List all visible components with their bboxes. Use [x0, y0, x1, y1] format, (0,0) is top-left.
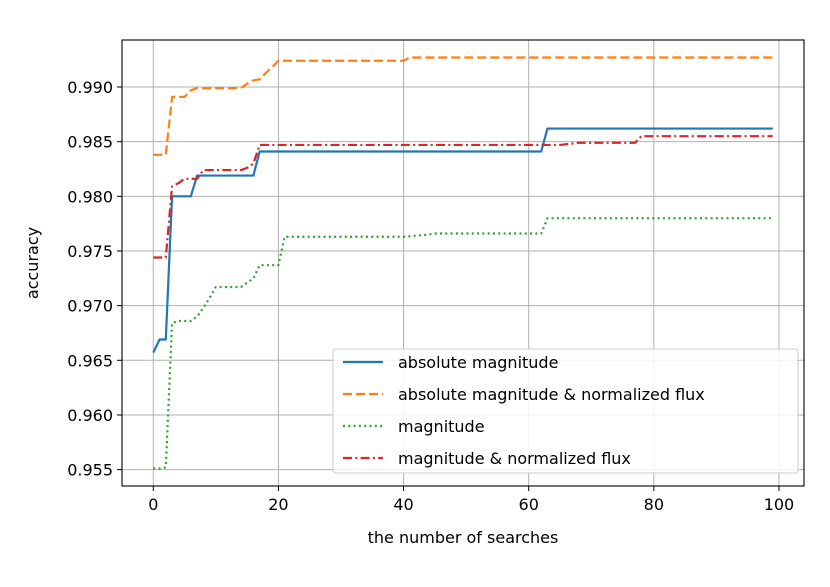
- series-line-1: [153, 56, 773, 156]
- y-tick-label: 0.975: [67, 242, 113, 261]
- series-layer: [152, 56, 773, 470]
- x-tick-label: 0: [148, 495, 158, 514]
- plot-frame: [121, 39, 805, 487]
- x-tick-label: 40: [393, 495, 413, 514]
- legend-label-3: magnitude & normalized flux: [398, 449, 631, 468]
- y-tick-label: 0.970: [67, 297, 113, 316]
- grid-lines: [122, 40, 804, 486]
- legend-box: [332, 348, 799, 474]
- x-tick-label: 80: [644, 495, 664, 514]
- legend-label-2: magnitude: [398, 417, 485, 436]
- x-tick-label: 60: [519, 495, 539, 514]
- y-tick-label: 0.965: [67, 351, 113, 370]
- x-axis: 0 20 40 60 80 100: [148, 486, 794, 514]
- y-tick-label: 0.990: [67, 78, 113, 97]
- y-axis: 0.955 0.960 0.965 0.970 0.975 0.980 0.985 0.990: [67, 78, 122, 480]
- legend-label-0: absolute magnitude: [398, 353, 558, 372]
- series-line-3: [153, 135, 773, 259]
- y-tick-label: 0.960: [67, 406, 113, 425]
- x-axis-title: the number of searches: [368, 528, 559, 547]
- x-tick-label: 100: [764, 495, 795, 514]
- series-line-0: [152, 127, 773, 354]
- legend-label-1: absolute magnitude & normalized flux: [398, 385, 705, 404]
- y-tick-label: 0.985: [67, 133, 113, 152]
- y-axis-title: accuracy: [23, 227, 42, 299]
- y-tick-label: 0.980: [67, 187, 113, 206]
- x-tick-label: 20: [268, 495, 288, 514]
- y-tick-label: 0.955: [67, 461, 113, 480]
- legend: absolute magnitude absolute magnitude & n…: [332, 348, 799, 474]
